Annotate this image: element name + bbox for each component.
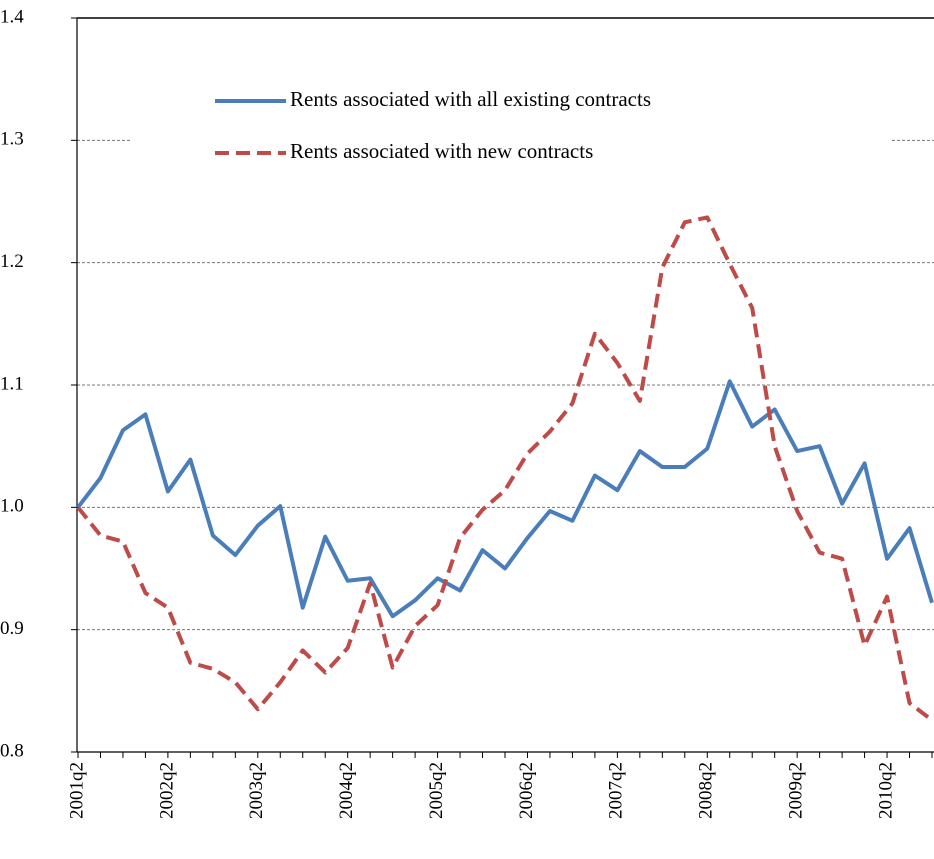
series-line [76, 215, 934, 722]
legend-label: Rents associated with all existing contr… [290, 87, 651, 111]
x-tick-label: 2009q2 [786, 762, 807, 819]
y-tick-label: 1.2 [0, 251, 24, 272]
x-tick-label: 2004q2 [336, 762, 357, 819]
x-tick-label: 2010q2 [875, 762, 896, 819]
x-tick-label: 2001q2 [66, 762, 87, 819]
x-tick-label: 2003q2 [246, 762, 267, 819]
x-tick-label: 2006q2 [516, 762, 537, 819]
x-tick-label: 2005q2 [426, 762, 447, 819]
legend-background [132, 72, 890, 176]
y-tick-label: 1.3 [0, 129, 24, 150]
x-tick-label: 2007q2 [606, 762, 627, 819]
legend-label: Rents associated with new contracts [290, 139, 593, 163]
x-tick-label: 2008q2 [696, 762, 717, 819]
y-tick-label: 1.1 [0, 373, 24, 394]
y-tick-label: 1.4 [0, 6, 24, 27]
y-tick-label: 1.0 [0, 496, 24, 517]
y-tick-label: 0.8 [0, 740, 24, 761]
series-line [76, 379, 934, 619]
y-tick-label: 0.9 [0, 618, 24, 639]
x-tick-label: 2002q2 [156, 762, 177, 819]
